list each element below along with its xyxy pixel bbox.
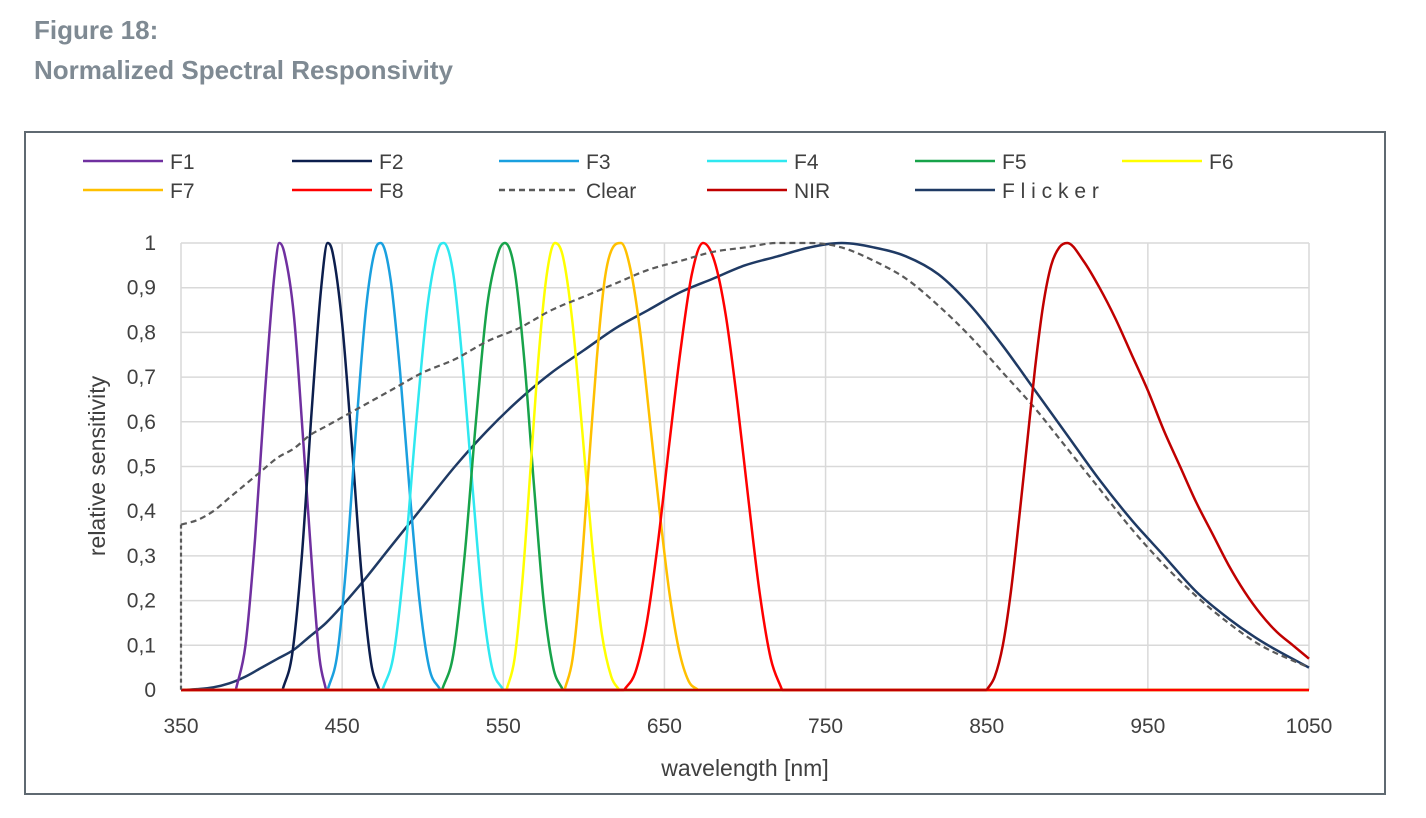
y-tick-label: 0,8 bbox=[127, 321, 156, 344]
series-line-flicker bbox=[180, 241, 1310, 692]
y-tick-label: 0 bbox=[144, 679, 156, 702]
x-tick-label: 850 bbox=[969, 715, 1004, 738]
y-tick-label: 0,2 bbox=[127, 590, 156, 613]
legend-label-f2: F2 bbox=[379, 151, 404, 174]
legend-label-nir: NIR bbox=[794, 180, 830, 203]
legend-label-f3: F3 bbox=[586, 151, 611, 174]
series-line-f5 bbox=[440, 241, 565, 691]
x-tick-label: 650 bbox=[647, 715, 682, 738]
series-line-f1 bbox=[234, 241, 328, 691]
series-line-f6 bbox=[505, 241, 621, 691]
legend-label-f6: F6 bbox=[1209, 151, 1234, 174]
figure-caption: Normalized Spectral Responsivity bbox=[34, 55, 454, 85]
y-tick-label: 0,4 bbox=[127, 500, 157, 523]
series-line-f8 bbox=[623, 241, 784, 691]
x-tick-label: 450 bbox=[325, 715, 360, 738]
series-curves bbox=[179, 241, 1310, 692]
legend-label-f4: F4 bbox=[794, 151, 819, 174]
legend-label-f7: F7 bbox=[170, 180, 195, 203]
series-line-f2 bbox=[281, 241, 381, 691]
chart-frame bbox=[24, 131, 1386, 795]
y-tick-label: 0,5 bbox=[127, 456, 156, 479]
y-tick-label: 0,3 bbox=[127, 545, 156, 568]
legend-label-f8: F8 bbox=[379, 180, 404, 203]
y-tick-label: 0,7 bbox=[127, 366, 156, 389]
series-line-clear bbox=[180, 241, 1310, 669]
x-tick-label: 350 bbox=[163, 715, 198, 738]
legend: F1 F2 F3 F4 F5 F6 F7 F8 Clear NIR F l i c k e r bbox=[83, 151, 1234, 203]
series-line-f3 bbox=[326, 241, 442, 691]
y-tick-label: 0,9 bbox=[127, 277, 156, 300]
x-axis-label: wavelength [nm] bbox=[660, 755, 828, 781]
legend-label-f1: F1 bbox=[170, 151, 195, 174]
series-line-f7 bbox=[563, 241, 700, 691]
x-tick-label: 950 bbox=[1130, 715, 1165, 738]
x-tick-label: 550 bbox=[486, 715, 521, 738]
legend-label-clear: Clear bbox=[586, 180, 636, 203]
y-tick-label: 0,6 bbox=[127, 411, 156, 434]
x-tick-label: 750 bbox=[808, 715, 843, 738]
series-line-f4 bbox=[381, 241, 505, 691]
y-tick-label: 1 bbox=[144, 232, 156, 255]
legend-label-f5: F5 bbox=[1002, 151, 1027, 174]
legend-label-flicker: F l i c k e r bbox=[1002, 180, 1099, 203]
series-line-nir bbox=[985, 241, 1310, 691]
figure-title: Figure 18: Normalized Spectral Responsiv… bbox=[34, 10, 453, 90]
x-tick-label: 1050 bbox=[1286, 715, 1333, 738]
y-tick-label: 0,1 bbox=[127, 634, 156, 657]
figure-number: Figure 18: bbox=[34, 15, 159, 45]
y-axis-label: relative sensitivity bbox=[84, 375, 110, 556]
